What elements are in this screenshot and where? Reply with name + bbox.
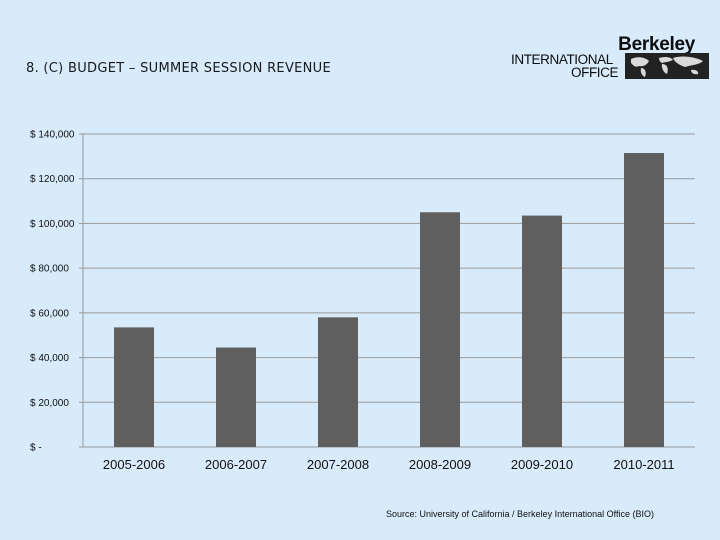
y-tick-label: $ 40,000 xyxy=(30,353,69,364)
revenue-bar-chart: $ - $ 20,000 $ 40,000 $ 60,000 $ 80,000 $ 100… xyxy=(30,130,695,472)
logo-line-international: INTERNATIONAL xyxy=(511,52,613,67)
bar-2009-2010 xyxy=(522,215,562,447)
y-tick-label: $ 100,000 xyxy=(30,219,75,230)
x-tick-label: 2006-2007 xyxy=(205,457,267,472)
x-tick-label: 2008-2009 xyxy=(409,457,471,472)
gridlines xyxy=(83,133,695,448)
bar-2010-2011 xyxy=(624,153,664,447)
x-tick-label: 2010-2011 xyxy=(613,457,674,472)
x-tick-label: 2009-2010 xyxy=(511,457,573,472)
x-tick-label: 2005-2006 xyxy=(103,457,165,472)
logo-brand-text: Berkeley xyxy=(618,34,695,55)
x-axis-ticks: 2005-2006 2006-2007 2007-2008 2008-2009 2009… xyxy=(103,457,675,472)
y-tick-label: $ 120,000 xyxy=(30,174,75,185)
berkeley-international-office-logo: Berkeley INTERNATIONAL OFFICE xyxy=(505,32,715,82)
y-tick-label: $ 20,000 xyxy=(30,398,69,409)
logo-line-office: OFFICE xyxy=(571,65,619,80)
y-tick-label: $ 140,000 xyxy=(30,130,75,141)
y-axis-ticks: $ - $ 20,000 $ 40,000 $ 60,000 $ 80,000 $ 100… xyxy=(30,130,84,454)
y-tick-label: $ 60,000 xyxy=(30,308,69,319)
slide-title: 8. (C) BUDGET – SUMMER SESSION REVENUE xyxy=(26,61,332,76)
bar-2007-2008 xyxy=(318,317,358,447)
bars xyxy=(114,153,664,447)
bar-2006-2007 xyxy=(216,347,256,447)
x-tick-label: 2007-2008 xyxy=(307,457,369,472)
y-tick-label: $ - xyxy=(30,443,42,454)
bar-2005-2006 xyxy=(114,327,154,447)
y-tick-label: $ 80,000 xyxy=(30,264,69,275)
bar-2008-2009 xyxy=(420,212,460,447)
world-map-icon xyxy=(625,53,709,79)
source-note: Source: University of California / Berke… xyxy=(386,509,654,519)
